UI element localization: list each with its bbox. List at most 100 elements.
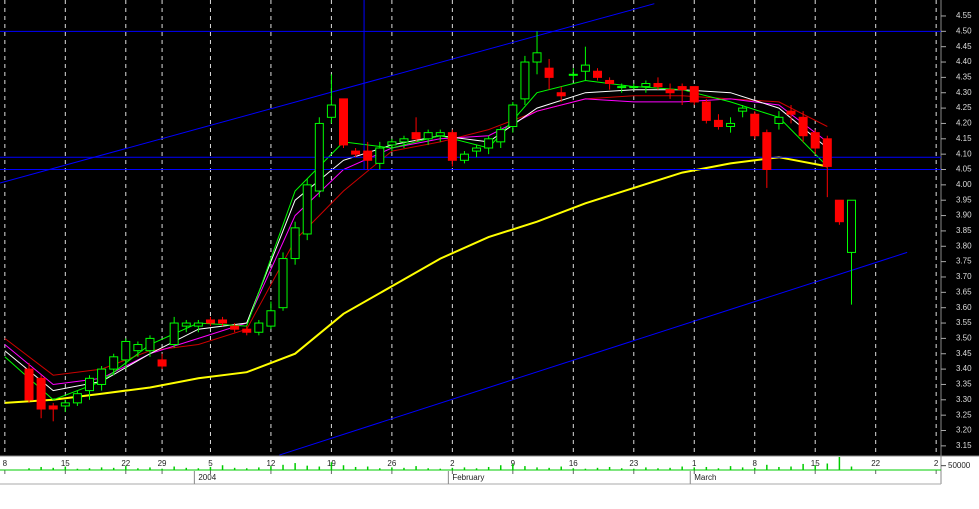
volume-bar [221,465,224,470]
y-tick-label: 4.40 [956,57,972,66]
volume-bar [620,468,623,470]
x-tick-label: 22 [871,459,880,468]
candle-body [181,322,191,327]
y-tick-label: 3.50 [956,334,972,343]
y-tick-label: 4.15 [956,134,972,143]
price-panel [0,0,979,456]
y-tick-label: 3.35 [956,380,972,389]
volume-bar [342,465,345,470]
y-tick-label: 4.45 [956,42,972,51]
candle-body [617,86,627,89]
y-tick-label: 3.75 [956,257,972,266]
y-tick-label: 3.85 [956,226,972,235]
candle-body [629,86,639,89]
candle-body [484,138,494,149]
trend-line [0,3,655,184]
volume-bar [693,467,696,470]
x-tick-label: 2 [450,459,455,468]
volume-bar [318,466,321,470]
volume-bar [669,467,671,470]
candle-body [605,79,615,85]
volume-bar [28,468,30,470]
trend-line [279,251,908,456]
candle-body [834,199,844,223]
y-tick-label: 4.55 [956,11,972,20]
candle-body [399,138,409,143]
volume-bar [379,468,381,470]
volume-bar [705,466,708,470]
volume-bar [463,467,466,470]
candle-body [665,89,675,94]
volume-bar [270,466,272,470]
moving-average-line [4,156,828,404]
volume-bar [161,468,163,470]
candle-body [109,356,119,370]
volume-bar [403,467,405,470]
volume-bar [88,468,91,470]
y-tick-label: 4.20 [956,119,972,128]
candle-body [169,322,179,346]
volume-bar [391,467,393,470]
volume-bar [330,462,333,470]
volume-bar [64,466,67,470]
candle-body [738,107,748,112]
candle-body [363,150,373,161]
candle-body [786,110,796,115]
candle-body [193,322,203,327]
y-tick-label: 4.10 [956,149,972,158]
candle-body [339,98,349,146]
volume-bar [354,466,357,470]
x-tick-label: 15 [61,459,70,468]
y-tick-label: 3.70 [956,272,972,281]
volume-bar [40,466,42,470]
candle-body [290,227,300,260]
volume-bar [125,466,127,470]
volume-bar [645,467,647,470]
volume-bar [850,466,853,470]
candle-body [302,184,312,235]
x-tick-label: 15 [811,459,820,468]
x-tick-label: 16 [569,459,578,468]
candle-body [677,86,687,91]
candle-body [36,377,46,410]
y-tick-label: 4.50 [956,26,972,35]
candle-body [750,113,760,137]
x-tick-label: 9 [511,459,516,468]
candle-body [653,83,663,88]
candle-body [641,83,651,88]
y-tick-label: 4.00 [956,180,972,189]
candle-body [447,132,457,161]
x-tick-label: 29 [158,459,167,468]
x-tick-label: 22 [121,459,130,468]
volume-bar [366,466,369,470]
y-tick-label: 3.45 [956,349,972,358]
candle-body [496,129,506,143]
y-tick-label: 4.05 [956,165,972,174]
candle-body [326,104,336,118]
volume-bar [608,466,611,470]
candle-body [254,322,264,333]
volume-bar [560,466,562,470]
candle-body [810,132,820,149]
candle-body [411,132,421,140]
y-tick-label: 3.65 [956,287,972,296]
candle-body [713,119,723,128]
volume-bar [838,457,841,470]
candle-body [85,377,95,392]
candle-body [60,402,70,407]
y-tick-label: 4.30 [956,88,972,97]
candle-body [556,92,566,97]
candle-body [375,147,385,164]
volume-bar [149,467,151,470]
candle-body [472,147,482,152]
candle-body [580,64,590,72]
volume-bar [814,465,816,470]
volume-bar [596,467,599,470]
month-label: 2004 [198,473,216,482]
volume-bar [282,464,284,470]
candle-body [121,340,131,361]
volume-bar [209,466,212,470]
candle-body [230,325,240,330]
